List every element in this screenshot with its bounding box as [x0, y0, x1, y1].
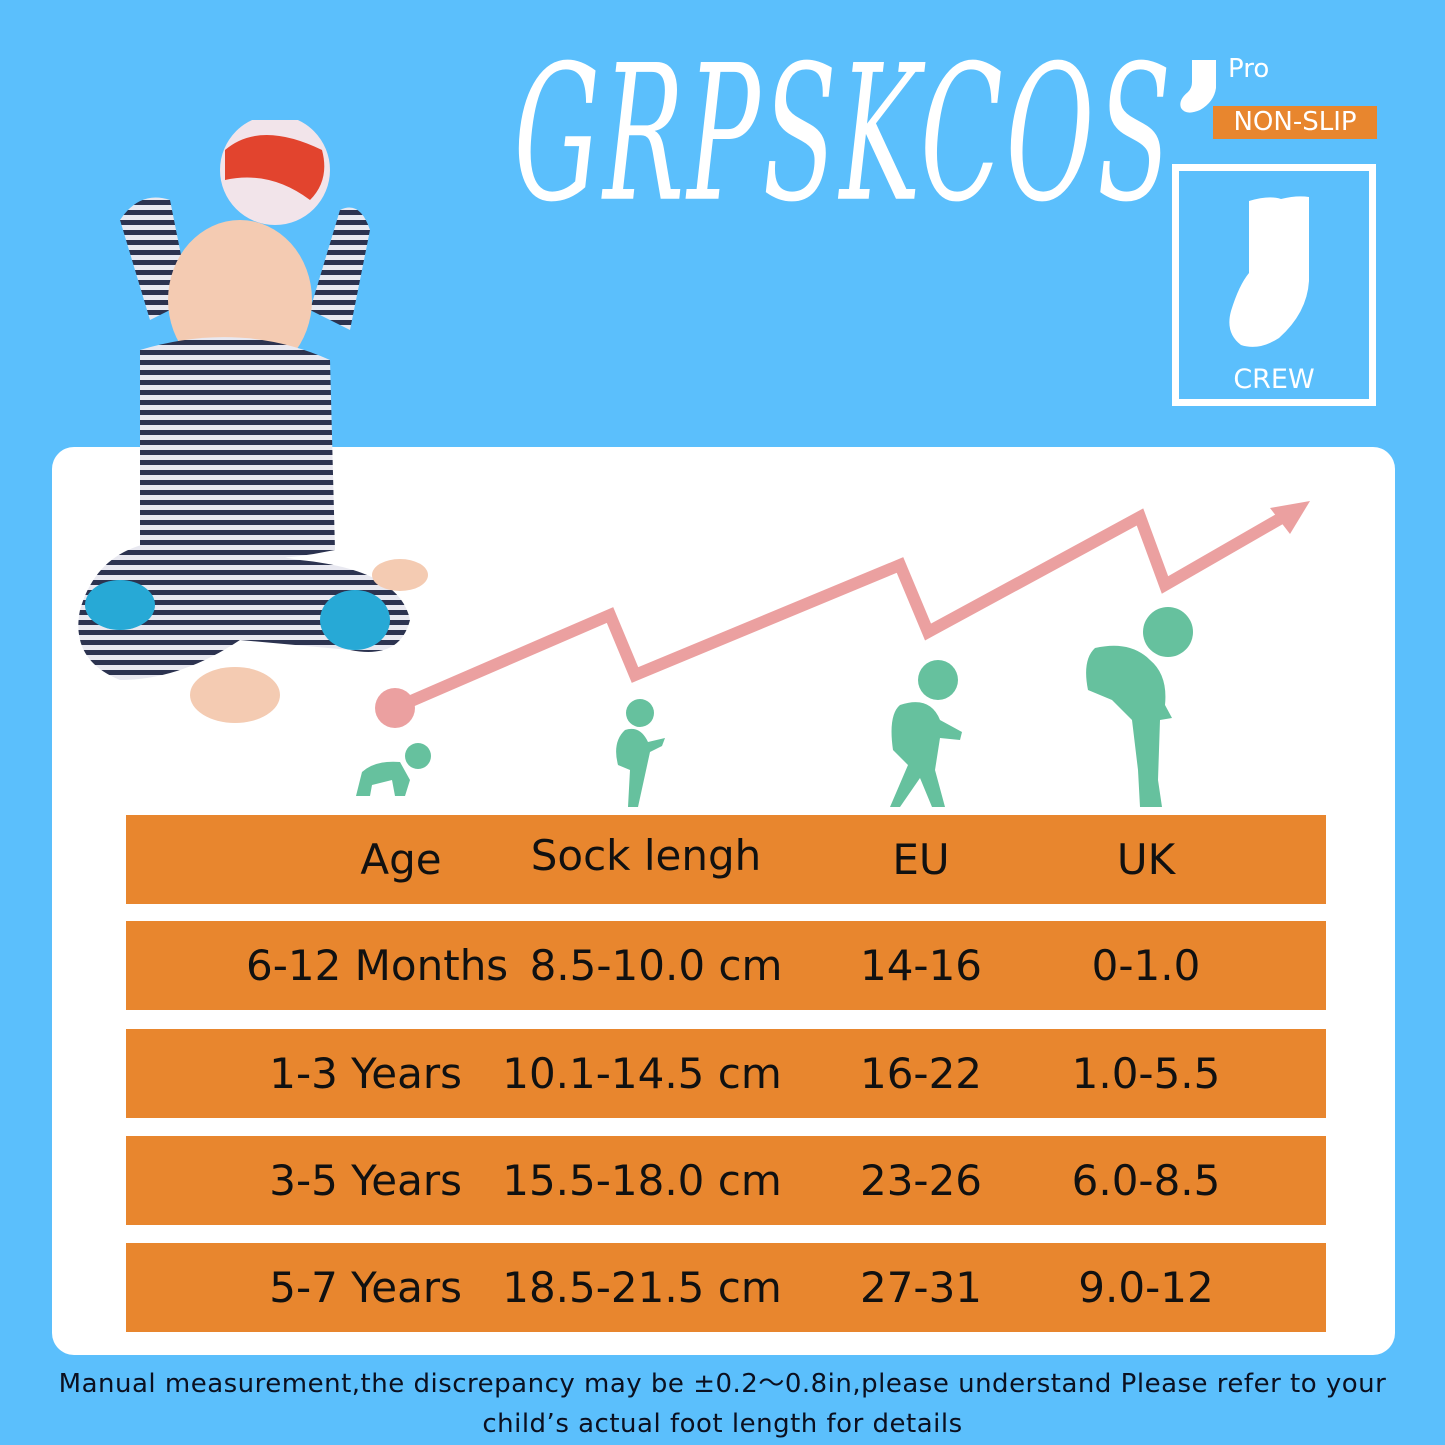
- child-icon: [890, 660, 962, 807]
- toddler-icon: [616, 699, 665, 807]
- eu-cell: 27-31: [859, 1263, 983, 1312]
- table-row: 3-5 Years 15.5-18.0 cm 23-26 6.0-8.5: [126, 1136, 1326, 1225]
- measurement-note: Manual measurement,the discrepancy may b…: [58, 1369, 1387, 1439]
- age-cell: 6-12 Months: [246, 941, 509, 990]
- baby-photo: [78, 120, 428, 723]
- sock-length-cell: 10.1-14.5 cm: [502, 1049, 782, 1098]
- arrow-head: [1270, 501, 1310, 534]
- table-row: 1-3 Years 10.1-14.5 cm 16-22 1.0-5.5: [126, 1029, 1326, 1118]
- eu-cell: 16-22: [859, 1049, 983, 1098]
- non-slip-badge: NON-SLIP: [1213, 106, 1377, 139]
- sock-icon: [1229, 196, 1309, 347]
- start-dot: [375, 688, 415, 728]
- growth-graphic: [356, 501, 1310, 807]
- uk-cell: 0-1.0: [1091, 941, 1201, 990]
- table-header-row: Age Sock lengh EU UK: [126, 815, 1326, 904]
- growth-arrow: [392, 507, 1293, 714]
- eu-cell: 14-16: [859, 941, 983, 990]
- crew-badge: CREW: [1172, 164, 1376, 406]
- uk-cell: 6.0-8.5: [1071, 1156, 1221, 1205]
- pro-label: Pro: [1228, 54, 1270, 84]
- table-row: 5-7 Years 18.5-21.5 cm 27-31 9.0-12: [126, 1243, 1326, 1332]
- age-cell: 5-7 Years: [269, 1263, 462, 1312]
- header-eu: EU: [892, 835, 950, 884]
- sock-icon: [1180, 60, 1216, 113]
- uk-cell: 9.0-12: [1078, 1263, 1214, 1312]
- table-row: 6-12 Months 8.5-10.0 cm 14-16 0-1.0: [126, 921, 1326, 1010]
- age-cell: 1-3 Years: [269, 1049, 462, 1098]
- sock-length-cell: 18.5-21.5 cm: [502, 1263, 782, 1312]
- crawling-baby-icon: [356, 743, 431, 796]
- crew-label: CREW: [1233, 364, 1315, 395]
- uk-cell: 1.0-5.5: [1071, 1049, 1221, 1098]
- header-sock-length: Sock lengh: [530, 831, 762, 880]
- sock-length-cell: 15.5-18.0 cm: [502, 1156, 782, 1205]
- brand-logo: GRPSKCOS: [513, 26, 1175, 244]
- schoolchild-icon: [1086, 607, 1193, 807]
- age-cell: 3-5 Years: [269, 1156, 462, 1205]
- header-uk: UK: [1116, 835, 1176, 884]
- eu-cell: 23-26: [859, 1156, 983, 1205]
- header-age: Age: [360, 835, 442, 884]
- sock-length-cell: 8.5-10.0 cm: [529, 941, 783, 990]
